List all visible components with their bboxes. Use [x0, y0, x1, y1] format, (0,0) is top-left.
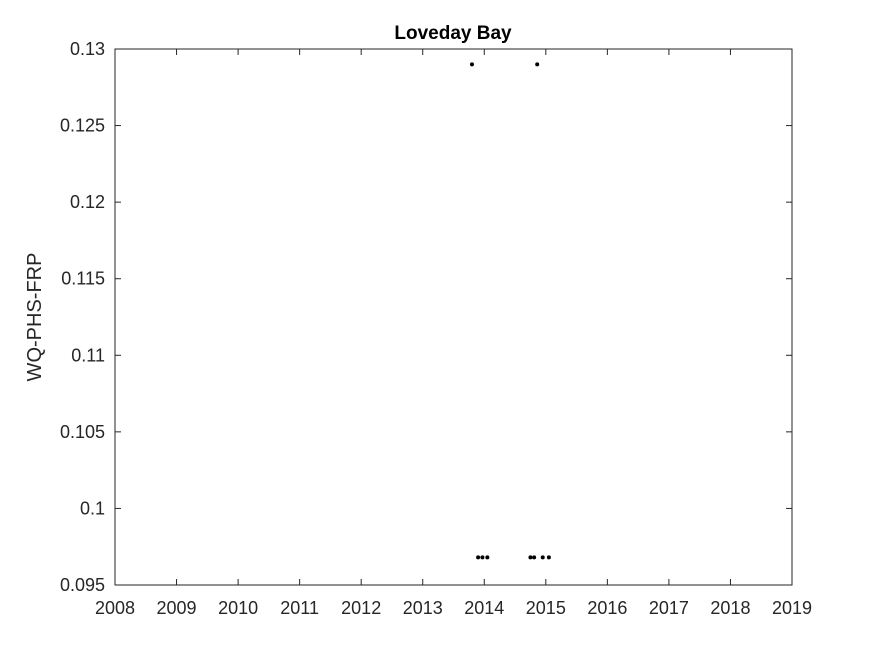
data-point [528, 555, 533, 560]
y-tick-label: 0.11 [71, 345, 105, 365]
data-point [546, 555, 551, 560]
data-point [476, 555, 481, 560]
y-tick-label: 0.125 [60, 116, 105, 136]
x-tick-label: 2008 [95, 598, 135, 618]
y-tick-label: 0.095 [60, 575, 105, 595]
y-tick-label: 0.115 [61, 269, 105, 289]
x-tick-label: 2016 [587, 598, 627, 618]
data-point [540, 555, 545, 560]
x-tick-label: 2009 [157, 598, 197, 618]
y-tick-label: 0.105 [60, 422, 105, 442]
data-point [480, 555, 485, 560]
data-point [469, 62, 474, 67]
x-tick-label: 2014 [464, 598, 504, 618]
y-tick-label: 0.12 [70, 192, 105, 212]
data-point [532, 555, 537, 560]
x-axis: 2008 2009 2010 2011 2012 2013 2014 2015 2016 2017… [95, 49, 812, 618]
x-tick-label: 2012 [341, 598, 381, 618]
x-tick-label: 2015 [526, 598, 566, 618]
data-points [469, 62, 551, 560]
x-tick-label: 2013 [403, 598, 443, 618]
x-tick-label: 2019 [772, 598, 812, 618]
x-tick-label: 2010 [218, 598, 258, 618]
plot-area [114, 48, 793, 586]
x-tick-label: 2018 [710, 598, 750, 618]
y-tick-label: 0.13 [70, 39, 105, 59]
y-axis: 0.095 0.1 0.105 0.11 0.115 0.12 0.125 0.13 [60, 39, 792, 595]
data-point [485, 555, 490, 560]
x-tick-label: 2011 [280, 598, 319, 618]
chart-title: Loveday Bay [394, 23, 512, 44]
y-axis-label: WQ-PHS-FRP [24, 253, 46, 382]
data-point [535, 62, 540, 67]
x-tick-label: 2017 [649, 598, 689, 618]
y-tick-label: 0.1 [80, 498, 105, 518]
